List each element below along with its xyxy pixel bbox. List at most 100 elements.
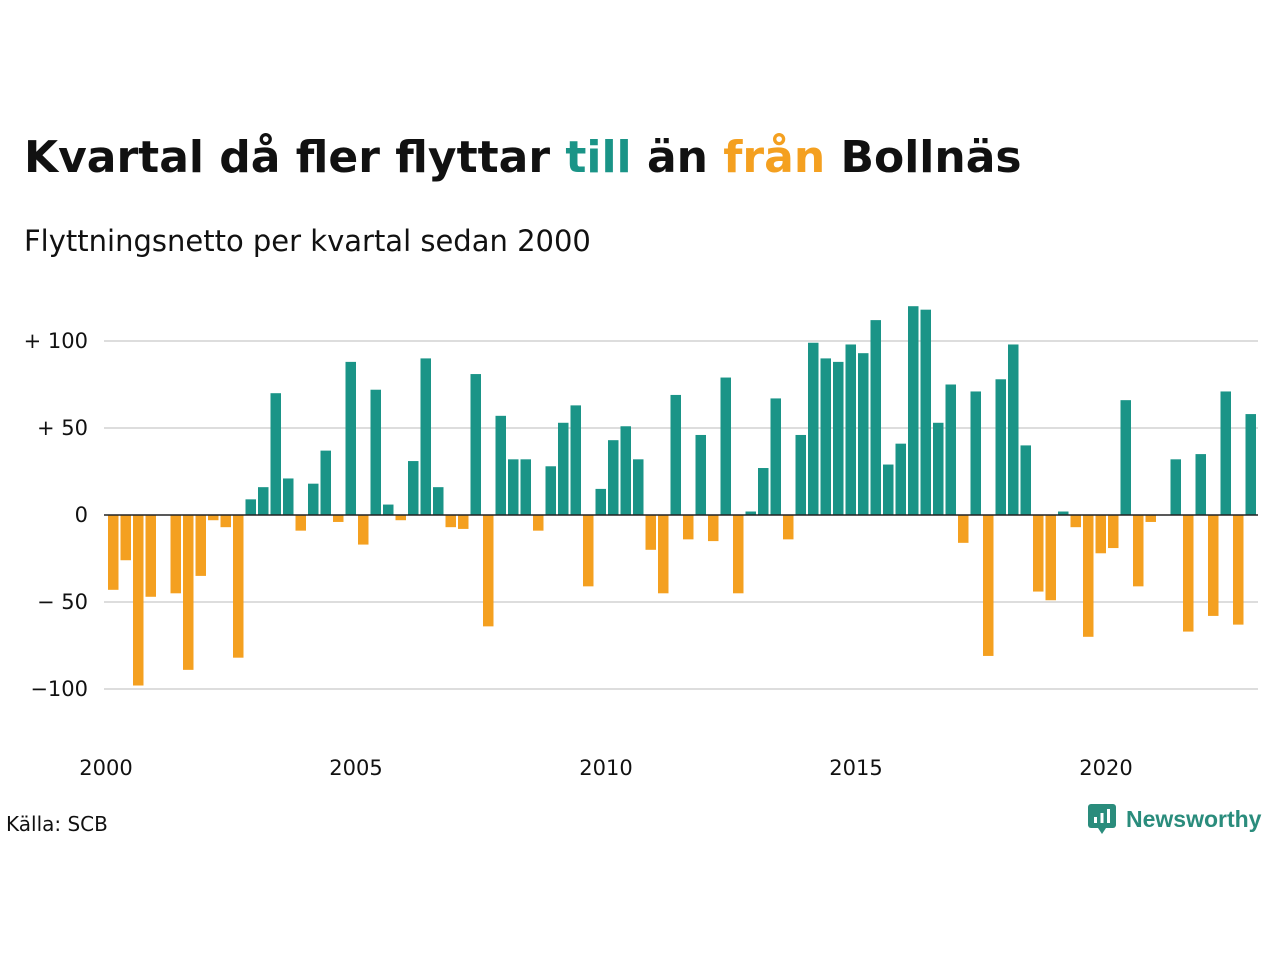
brand-name: Newsworthy <box>1126 805 1262 832</box>
bar <box>233 515 244 658</box>
bar <box>633 459 644 515</box>
bar <box>270 393 281 515</box>
bar <box>833 361 844 515</box>
bar <box>895 443 906 515</box>
bar <box>720 377 731 515</box>
bar <box>783 515 794 540</box>
bar <box>820 358 831 515</box>
bar <box>1220 391 1231 515</box>
bar <box>958 515 969 543</box>
title-fran: från <box>723 132 826 183</box>
bar <box>120 515 131 561</box>
bar <box>433 487 444 515</box>
bar <box>170 515 181 594</box>
bar <box>620 426 631 515</box>
x-tick-label: 2005 <box>329 756 382 780</box>
bar <box>1083 515 1094 637</box>
y-tick-label: −100 <box>30 677 88 701</box>
x-tick-label: 2010 <box>579 756 632 780</box>
bar <box>733 515 744 594</box>
bar <box>1183 515 1194 632</box>
x-tick-label: 2000 <box>79 756 132 780</box>
y-tick-label: + 50 <box>37 416 88 440</box>
bar <box>358 515 369 545</box>
source-label: Källa: SCB <box>6 812 108 836</box>
bar <box>658 515 669 594</box>
bar <box>520 459 531 515</box>
bar <box>695 434 706 515</box>
bar <box>883 464 894 515</box>
bar <box>1020 445 1031 515</box>
brand-logo[interactable]: Newsworthy <box>1088 804 1261 834</box>
title-text-1: Kvartal då fler flyttar <box>24 132 566 183</box>
bar <box>845 344 856 515</box>
bar <box>183 515 194 670</box>
bar <box>1070 515 1081 528</box>
bar <box>908 306 919 515</box>
y-tick-label: − 50 <box>37 590 88 614</box>
bar <box>745 511 756 515</box>
bar <box>583 515 594 587</box>
chart-title: Kvartal då fler flyttar till än från Bol… <box>24 132 1022 183</box>
bar <box>295 515 306 531</box>
bar <box>395 515 406 521</box>
x-tick-label: 2015 <box>829 756 882 780</box>
bar <box>1170 459 1181 515</box>
title-text-2: än <box>631 132 724 183</box>
bar <box>1095 515 1106 554</box>
bar <box>1108 515 1119 549</box>
bar <box>545 466 556 515</box>
bar <box>708 515 719 542</box>
bar <box>870 320 881 515</box>
bar <box>195 515 206 576</box>
bar <box>420 358 431 515</box>
bar <box>345 361 356 515</box>
chart-subtitle: Flyttningsnetto per kvartal sedan 2000 <box>24 224 591 258</box>
bar <box>333 515 344 522</box>
bar <box>933 422 944 515</box>
bar <box>220 515 231 528</box>
title-text-3: Bollnäs <box>825 132 1022 183</box>
bar <box>1008 344 1019 515</box>
bar <box>1058 511 1069 515</box>
bar <box>920 309 931 515</box>
bar <box>133 515 144 686</box>
x-tick-label: 2020 <box>1079 756 1132 780</box>
bar <box>445 515 456 528</box>
bar <box>645 515 656 550</box>
bar <box>283 478 294 515</box>
bar <box>533 515 544 531</box>
title-till: till <box>565 132 632 183</box>
bar <box>945 384 956 515</box>
bar <box>558 422 569 515</box>
bar <box>1120 400 1131 515</box>
bar <box>758 468 769 515</box>
bar <box>1195 454 1206 515</box>
bar <box>1208 515 1219 616</box>
bar <box>1145 515 1156 522</box>
y-tick-label: 0 <box>75 503 88 527</box>
bar <box>995 379 1006 515</box>
y-tick-label: + 100 <box>24 329 88 353</box>
bar <box>570 405 581 515</box>
bar <box>483 515 494 627</box>
bar <box>770 398 781 515</box>
bar <box>208 515 219 521</box>
bar <box>795 434 806 515</box>
bar <box>983 515 994 656</box>
bar <box>245 499 256 515</box>
bar <box>370 389 381 515</box>
bar <box>145 515 156 597</box>
bar <box>670 394 681 515</box>
bar <box>1245 414 1256 515</box>
bar <box>608 440 619 515</box>
bar <box>595 488 606 515</box>
bar <box>1033 515 1044 592</box>
bar <box>383 504 394 515</box>
bar <box>1233 515 1244 625</box>
bar <box>508 459 519 515</box>
bar <box>683 515 694 540</box>
bar <box>458 515 469 529</box>
bar <box>408 461 419 515</box>
